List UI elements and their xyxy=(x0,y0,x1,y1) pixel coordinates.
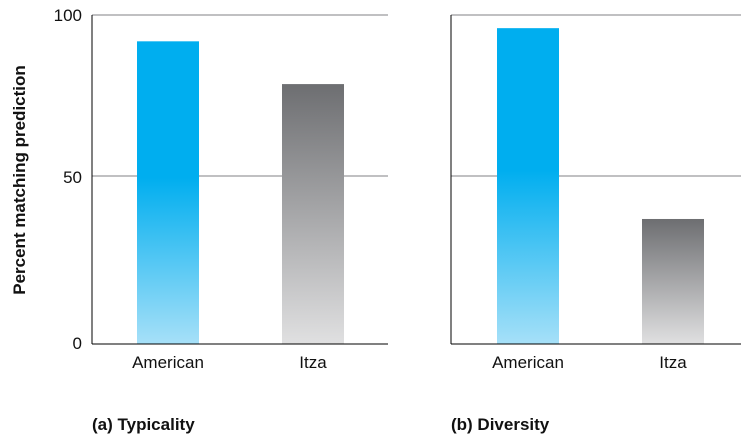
typicality-bars xyxy=(137,41,344,344)
typicality-panel: American Itza (a) Typicality xyxy=(91,14,388,434)
diversity-panel: American Itza (b) Diversity xyxy=(450,14,741,434)
x-tick-label-itza: Itza xyxy=(659,353,687,372)
panel-title-diversity: (b) Diversity xyxy=(451,415,550,434)
diversity-bars xyxy=(497,28,704,344)
x-tick-label-american: American xyxy=(492,353,564,372)
bar-itza xyxy=(282,84,344,344)
y-tick-label-0: 0 xyxy=(73,334,82,353)
bar-american xyxy=(497,28,559,344)
y-axis-label: Percent matching prediction xyxy=(10,65,29,295)
y-tick-label-100: 100 xyxy=(54,6,82,25)
x-tick-label-american: American xyxy=(132,353,204,372)
panel-title-typicality: (a) Typicality xyxy=(92,415,195,434)
x-tick-label-itza: Itza xyxy=(299,353,327,372)
bar-american xyxy=(137,41,199,344)
y-tick-label-50: 50 xyxy=(63,168,82,187)
bar-itza xyxy=(642,218,704,344)
